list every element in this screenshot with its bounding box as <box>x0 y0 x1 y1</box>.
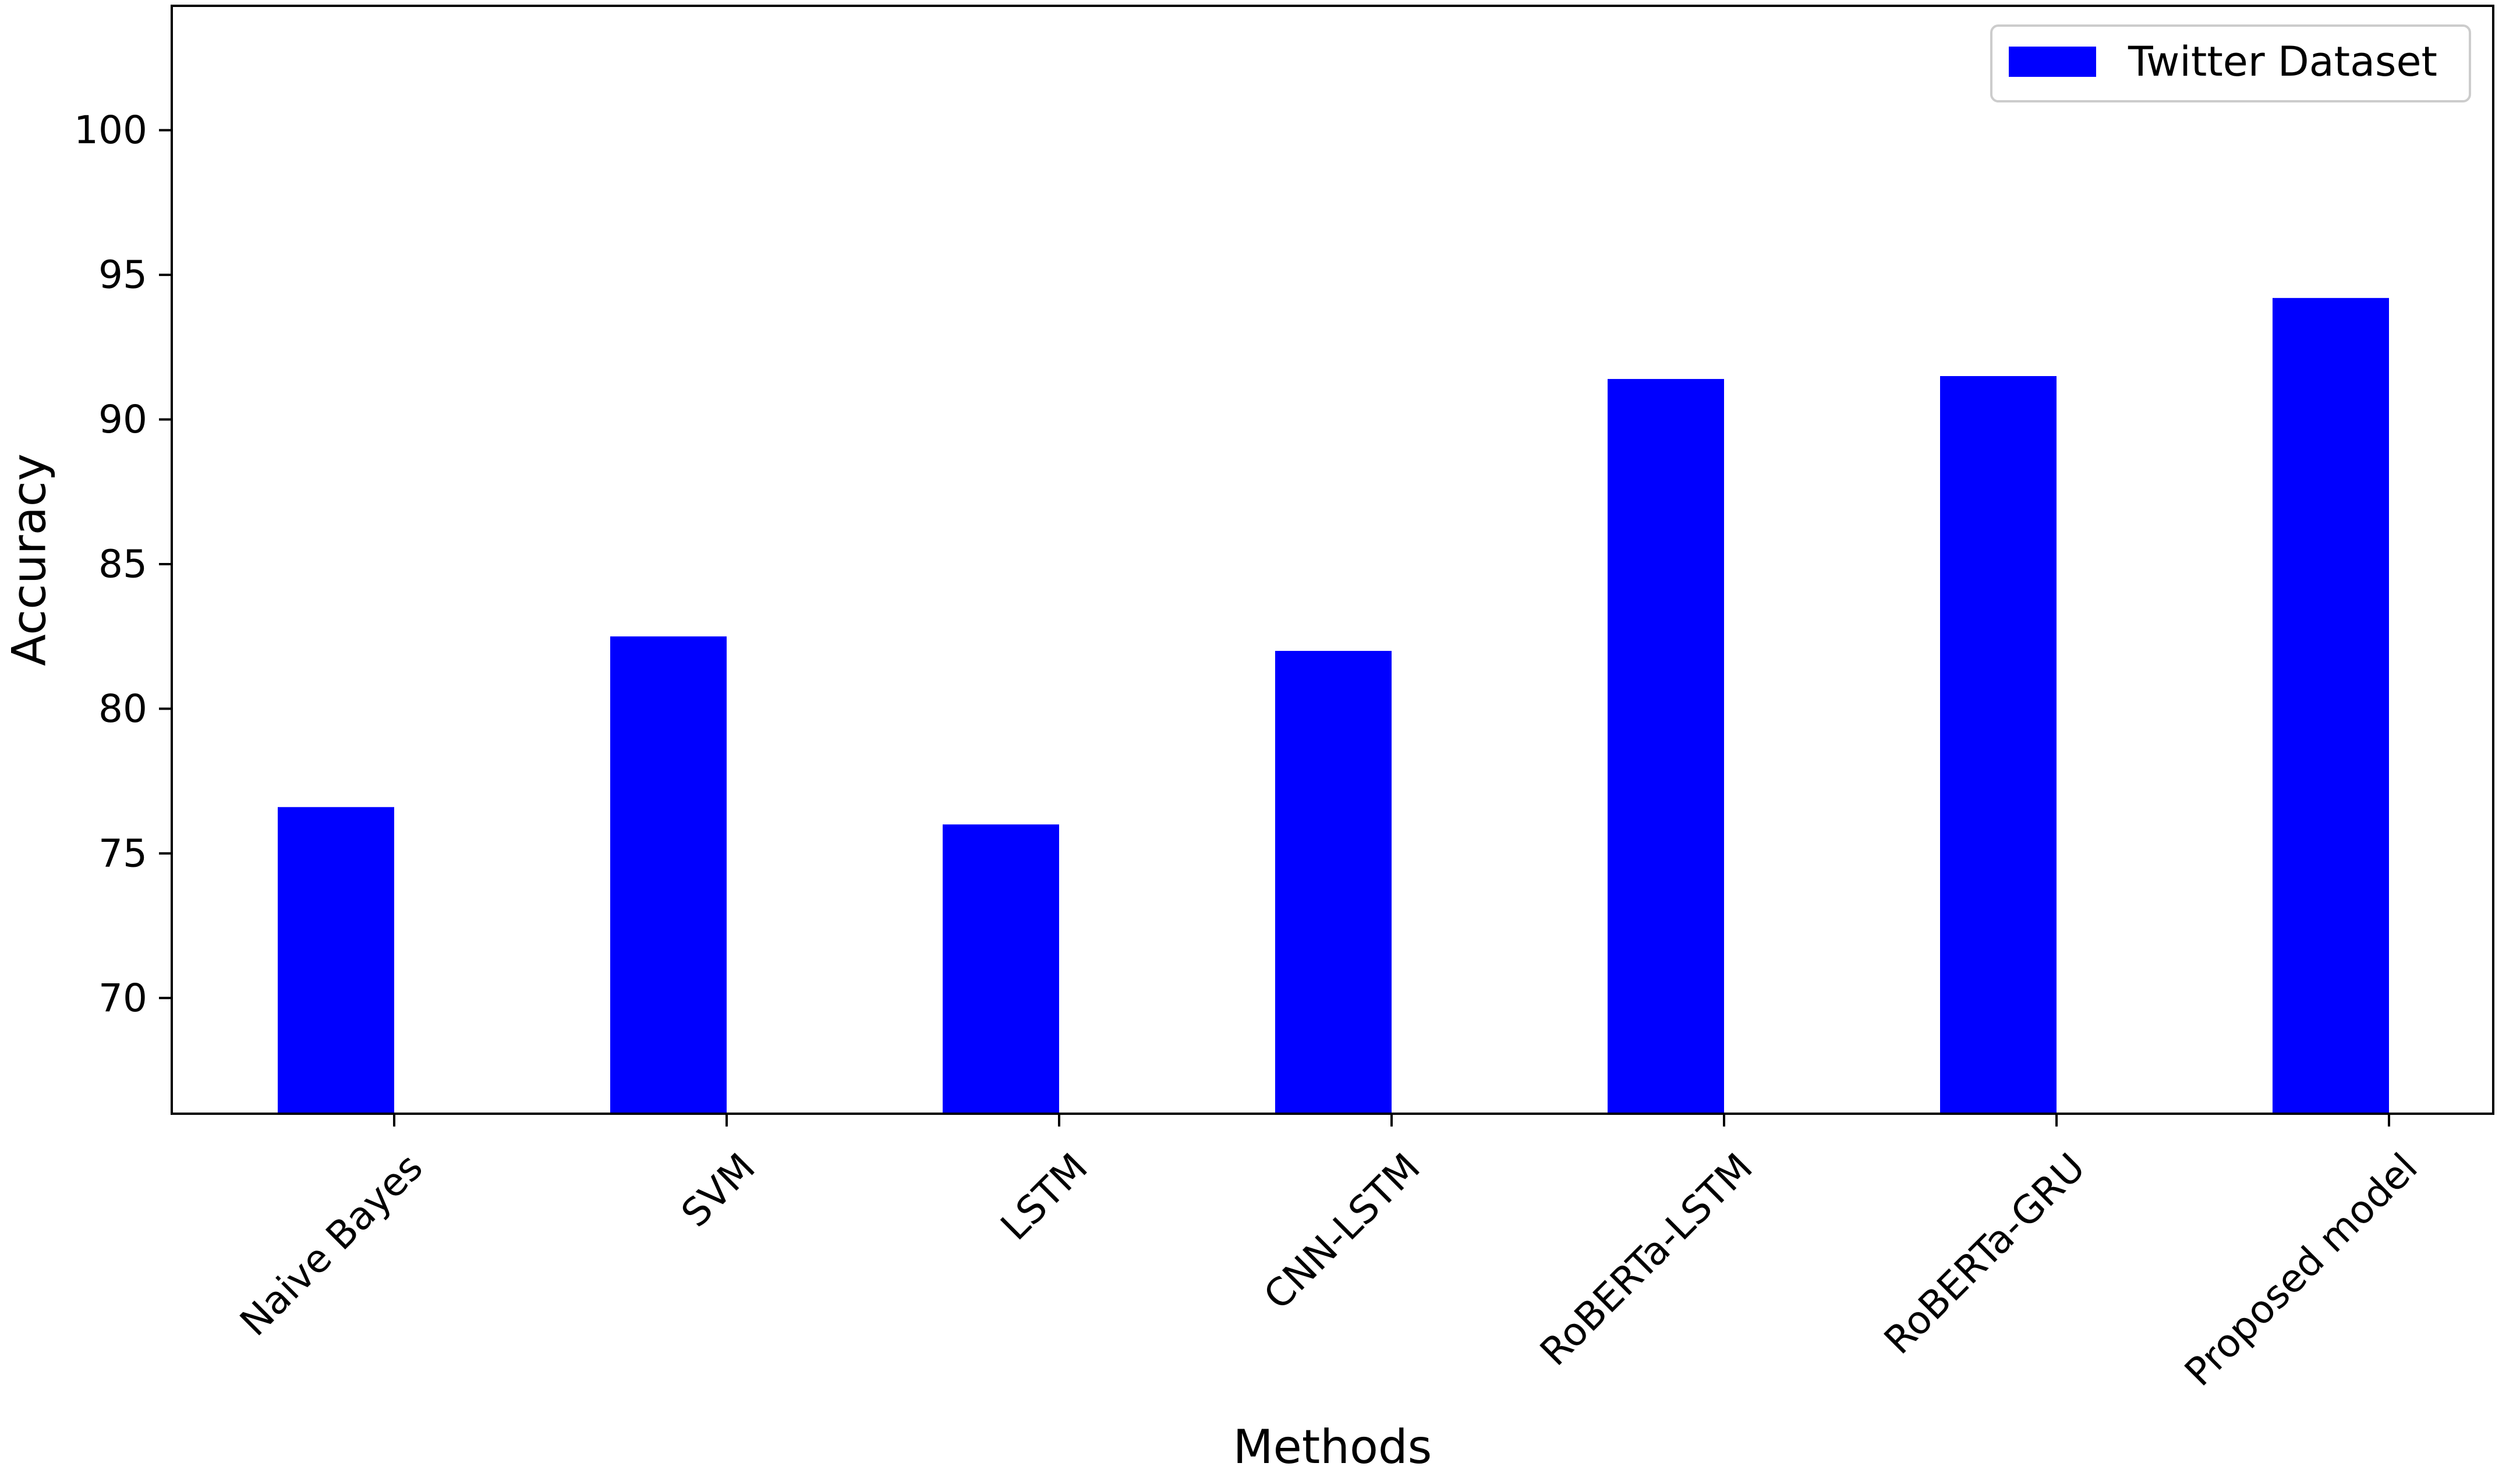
y-tick-label: 95 <box>98 253 147 297</box>
bar-svm <box>610 636 727 1114</box>
legend-label: Twitter Dataset <box>2128 38 2437 86</box>
y-tick-label: 100 <box>74 108 147 153</box>
bar-roberta-gru <box>1940 376 2057 1114</box>
bars <box>278 297 2389 1114</box>
bar-cnn-lstm <box>1275 651 1392 1114</box>
plot-frame <box>171 5 2494 1115</box>
y-tick-label: 90 <box>98 397 147 442</box>
bar-roberta-lstm <box>1608 378 1724 1114</box>
y-axis-title: Accuracy <box>2 454 56 666</box>
y-tick-label: 75 <box>98 831 147 876</box>
legend-swatch <box>2009 47 2096 77</box>
y-tick-label: 85 <box>98 541 147 586</box>
y-axis-ticks: 70 75 80 85 90 95 100 <box>74 108 172 1021</box>
legend: Twitter Dataset <box>1990 24 2471 102</box>
y-tick-label: 70 <box>98 976 147 1021</box>
bar-naive-bayes <box>278 807 394 1114</box>
x-axis-title: Methods <box>1233 1420 1432 1470</box>
bar-lstm <box>943 824 1059 1114</box>
bar-proposed-model <box>2273 297 2389 1114</box>
legend-box <box>1990 24 2471 102</box>
y-tick-label: 80 <box>98 686 147 731</box>
